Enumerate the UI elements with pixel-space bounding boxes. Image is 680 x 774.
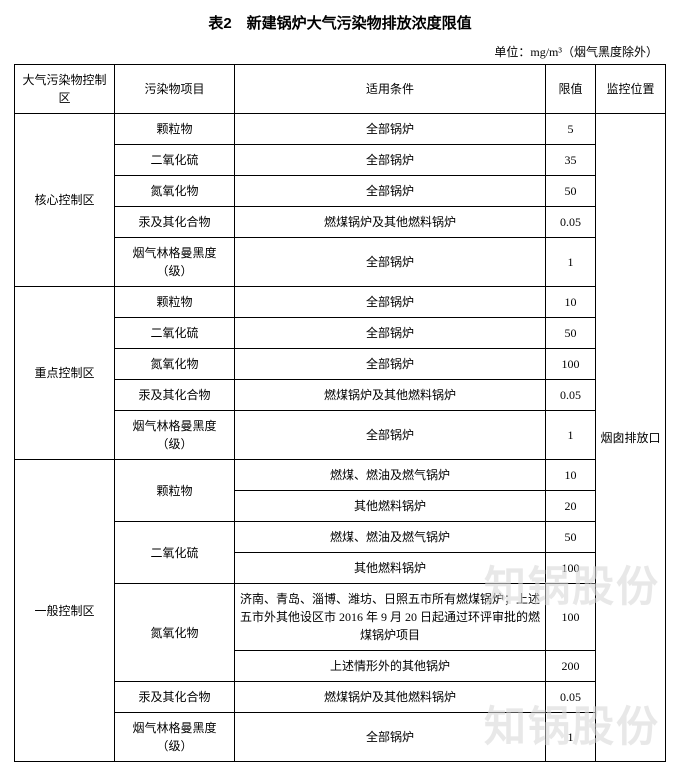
limit-cell: 35 [546,145,596,176]
pollutant-cell: 烟气林格曼黑度（级） [115,713,235,762]
condition-cell: 其他燃料锅炉 [235,553,546,584]
condition-cell: 全部锅炉 [235,713,546,762]
limit-cell: 0.05 [546,207,596,238]
limit-cell: 1 [546,238,596,287]
location-cell: 烟囱排放口 [596,114,666,762]
zone-cell: 核心控制区 [15,114,115,287]
condition-cell: 其他燃料锅炉 [235,491,546,522]
pollutant-cell: 颗粒物 [115,460,235,522]
pollutant-cell: 氮氧化物 [115,176,235,207]
pollutant-cell: 颗粒物 [115,114,235,145]
limit-cell: 100 [546,584,596,651]
table-header-row: 大气污染物控制区 污染物项目 适用条件 限值 监控位置 [15,65,666,114]
limit-cell: 0.05 [546,380,596,411]
pollutant-cell: 氮氧化物 [115,349,235,380]
condition-cell: 全部锅炉 [235,318,546,349]
condition-cell: 燃煤锅炉及其他燃料锅炉 [235,682,546,713]
table-row: 重点控制区颗粒物全部锅炉10 [15,287,666,318]
pollutant-cell: 汞及其化合物 [115,682,235,713]
limit-cell: 10 [546,287,596,318]
pollutant-cell: 汞及其化合物 [115,207,235,238]
condition-cell: 全部锅炉 [235,287,546,318]
emission-limits-table: 大气污染物控制区 污染物项目 适用条件 限值 监控位置 核心控制区颗粒物全部锅炉… [14,64,666,762]
limit-cell: 0.05 [546,682,596,713]
table-row: 一般控制区颗粒物燃煤、燃油及燃气锅炉10 [15,460,666,491]
condition-cell: 全部锅炉 [235,349,546,380]
condition-cell: 全部锅炉 [235,114,546,145]
pollutant-cell: 二氧化硫 [115,145,235,176]
header-condition: 适用条件 [235,65,546,114]
limit-cell: 100 [546,553,596,584]
header-limit: 限值 [546,65,596,114]
condition-cell: 全部锅炉 [235,238,546,287]
header-pollutant: 污染物项目 [115,65,235,114]
pollutant-cell: 二氧化硫 [115,318,235,349]
condition-cell: 济南、青岛、淄博、潍坊、日照五市所有燃煤锅炉；上述五市外其他设区市 2016 年… [235,584,546,651]
limit-cell: 5 [546,114,596,145]
condition-cell: 全部锅炉 [235,176,546,207]
limit-cell: 100 [546,349,596,380]
limit-cell: 1 [546,713,596,762]
header-location: 监控位置 [596,65,666,114]
table-title: 表2 新建锅炉大气污染物排放浓度限值 [14,12,666,33]
limit-cell: 50 [546,176,596,207]
zone-cell: 重点控制区 [15,287,115,460]
zone-cell: 一般控制区 [15,460,115,762]
condition-cell: 上述情形外的其他锅炉 [235,651,546,682]
pollutant-cell: 氮氧化物 [115,584,235,682]
condition-cell: 全部锅炉 [235,145,546,176]
condition-cell: 燃煤锅炉及其他燃料锅炉 [235,207,546,238]
unit-label: 单位：mg/m³（烟气黑度除外） [14,43,666,60]
condition-cell: 燃煤、燃油及燃气锅炉 [235,522,546,553]
limit-cell: 50 [546,522,596,553]
limit-cell: 50 [546,318,596,349]
limit-cell: 10 [546,460,596,491]
table-row: 核心控制区颗粒物全部锅炉5烟囱排放口 [15,114,666,145]
condition-cell: 燃煤、燃油及燃气锅炉 [235,460,546,491]
pollutant-cell: 烟气林格曼黑度（级） [115,411,235,460]
pollutant-cell: 烟气林格曼黑度（级） [115,238,235,287]
header-zone: 大气污染物控制区 [15,65,115,114]
pollutant-cell: 二氧化硫 [115,522,235,584]
limit-cell: 1 [546,411,596,460]
pollutant-cell: 颗粒物 [115,287,235,318]
condition-cell: 全部锅炉 [235,411,546,460]
pollutant-cell: 汞及其化合物 [115,380,235,411]
limit-cell: 200 [546,651,596,682]
limit-cell: 20 [546,491,596,522]
condition-cell: 燃煤锅炉及其他燃料锅炉 [235,380,546,411]
